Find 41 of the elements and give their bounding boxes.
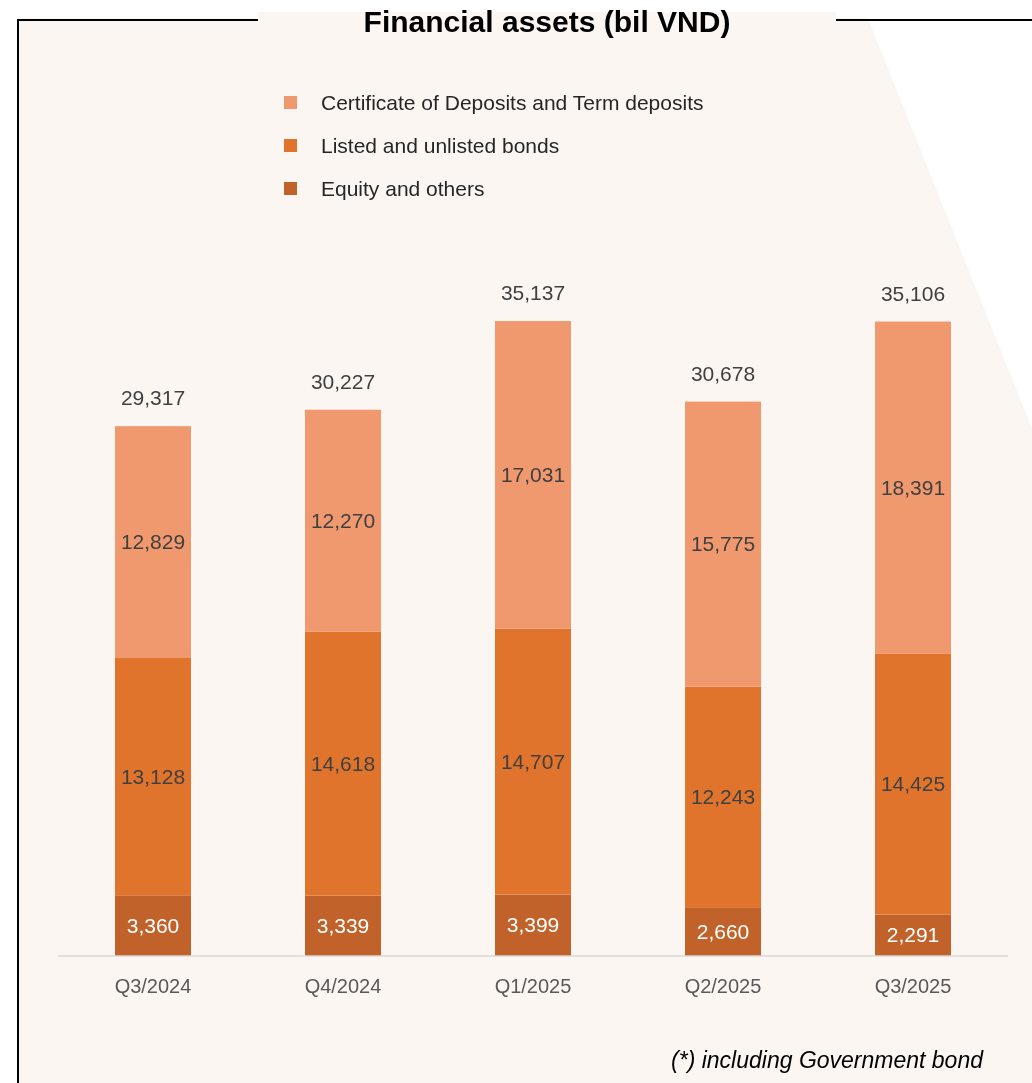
bar [305,895,381,956]
data-label: 2,291 [886,923,940,947]
data-label: 13,128 [120,764,186,788]
total-label: 35,137 [500,281,566,304]
data-label: 14,425 [880,772,946,796]
data-label: 12,270 [310,508,376,532]
data-label: 3,360 [126,913,180,937]
bar [115,658,191,896]
bar [685,401,761,687]
total-label: 29,317 [120,386,186,410]
x-tick-label: Q4/2024 [304,975,382,997]
chart-title: Financial assets (bil VND) [363,5,731,38]
total-label: 30,678 [690,361,756,385]
data-label: 3,399 [506,913,560,937]
data-label: 18,391 [880,475,946,499]
bar [495,628,571,895]
text: (*) including Government bond [671,1047,985,1073]
data-label: 17,031 [500,462,566,486]
bar [305,409,381,632]
data-label: 15,775 [690,532,756,556]
bar [305,631,381,896]
total-label: 30,227 [310,369,376,393]
data-label: 12,243 [690,785,756,809]
data-label: 12,829 [120,530,186,554]
bar [115,895,191,956]
bar [495,321,571,629]
bar [875,653,951,915]
x-tick-label: Q3/2025 [874,975,952,997]
legend-label: Equity and others [321,177,485,200]
data-label: 2,660 [696,919,750,943]
data-label: 14,618 [310,751,376,775]
data-label: 14,707 [500,749,566,773]
total-label: 35,106 [880,281,946,305]
legend-label: Certificate of Deposits and Term deposits [321,91,704,114]
bar [685,686,761,908]
x-tick-label: Q3/2024 [114,975,192,997]
bar [115,426,191,659]
x-tick-label: Q2/2025 [684,975,762,997]
x-tick-label: Q1/2025 [494,975,572,997]
legend-label: Listed and unlisted bonds [321,134,560,157]
data-label: 3,339 [316,913,370,937]
